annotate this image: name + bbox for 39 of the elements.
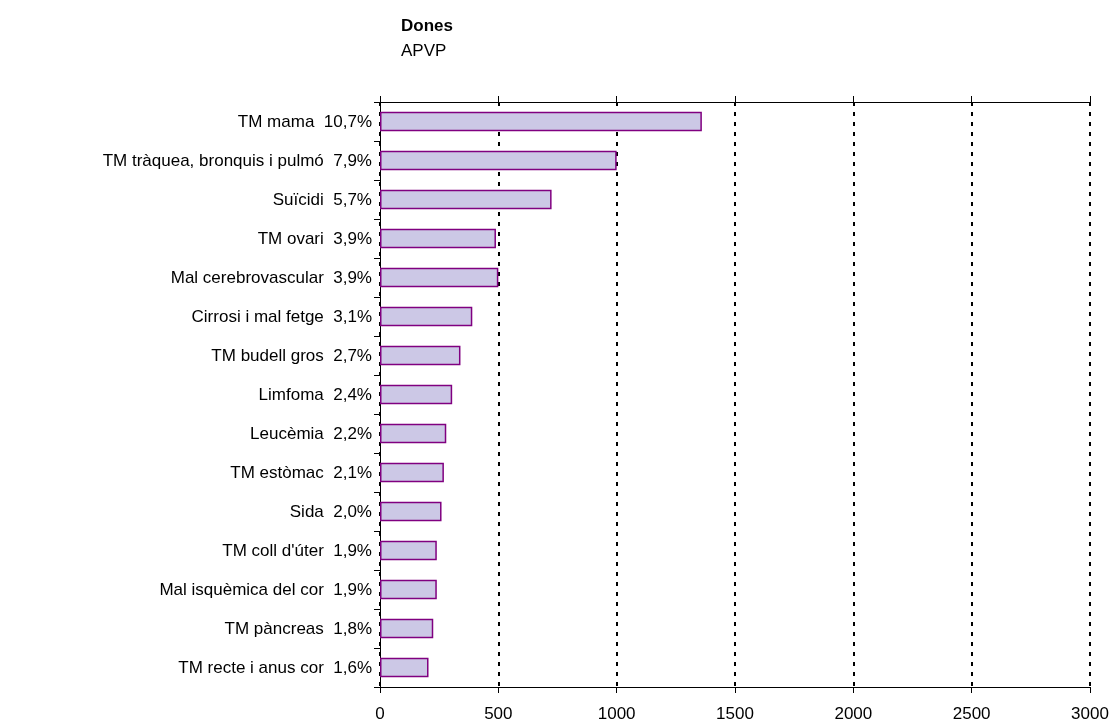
- x-tick-label: 2000: [834, 704, 873, 722]
- y-tick-label: TM budell gros 2,7%: [211, 346, 372, 365]
- bar: [380, 189, 552, 210]
- x-tick-label: 1500: [716, 704, 754, 722]
- bar: [380, 306, 473, 327]
- y-tick-label: TM tràquea, bronquis i pulmó 7,9%: [102, 151, 372, 170]
- bar: [380, 540, 437, 561]
- bar: [380, 462, 444, 483]
- bar: [380, 579, 437, 600]
- bar: [380, 345, 461, 366]
- y-tick-label: Sida 2,0%: [289, 502, 372, 521]
- y-tick-label: Mal isquèmica del cor 1,9%: [159, 580, 372, 599]
- y-tick-label: Limfoma 2,4%: [258, 385, 372, 404]
- x-tick-label: 500: [484, 704, 513, 722]
- y-tick-label: Cirrosi i mal fetge 3,1%: [191, 307, 372, 326]
- y-tick-label: TM coll d'úter 1,9%: [222, 541, 372, 560]
- y-tick-label: Leucèmia 2,2%: [250, 424, 372, 443]
- chart-title: Dones: [401, 16, 453, 35]
- bar: [380, 228, 496, 249]
- bar: [380, 423, 447, 444]
- bar: [380, 150, 617, 171]
- bar: [380, 384, 453, 405]
- y-tick-label: TM ovari 3,9%: [257, 229, 372, 248]
- y-tick-label: TM pàncreas 1,8%: [224, 619, 372, 638]
- bar: [380, 501, 442, 522]
- x-tick-label: 2500: [952, 704, 991, 722]
- y-tick-label: Mal cerebrovascular 3,9%: [170, 268, 372, 287]
- x-tick-label: 1000: [597, 704, 636, 722]
- chart-subtitle: APVP: [401, 41, 447, 60]
- y-tick-label: TM mama 10,7%: [237, 112, 372, 131]
- bar: [380, 657, 429, 678]
- x-tick-label: 3000: [1071, 704, 1109, 722]
- y-tick-label: TM estòmac 2,1%: [230, 463, 372, 482]
- y-tick-label: Suïcidi 5,7%: [272, 190, 372, 209]
- bar: [380, 618, 434, 639]
- y-tick-label: TM recte i anus cor 1,6%: [178, 658, 372, 677]
- bar: [380, 267, 499, 288]
- bar: [380, 111, 702, 132]
- x-tick-label: 0: [375, 704, 385, 722]
